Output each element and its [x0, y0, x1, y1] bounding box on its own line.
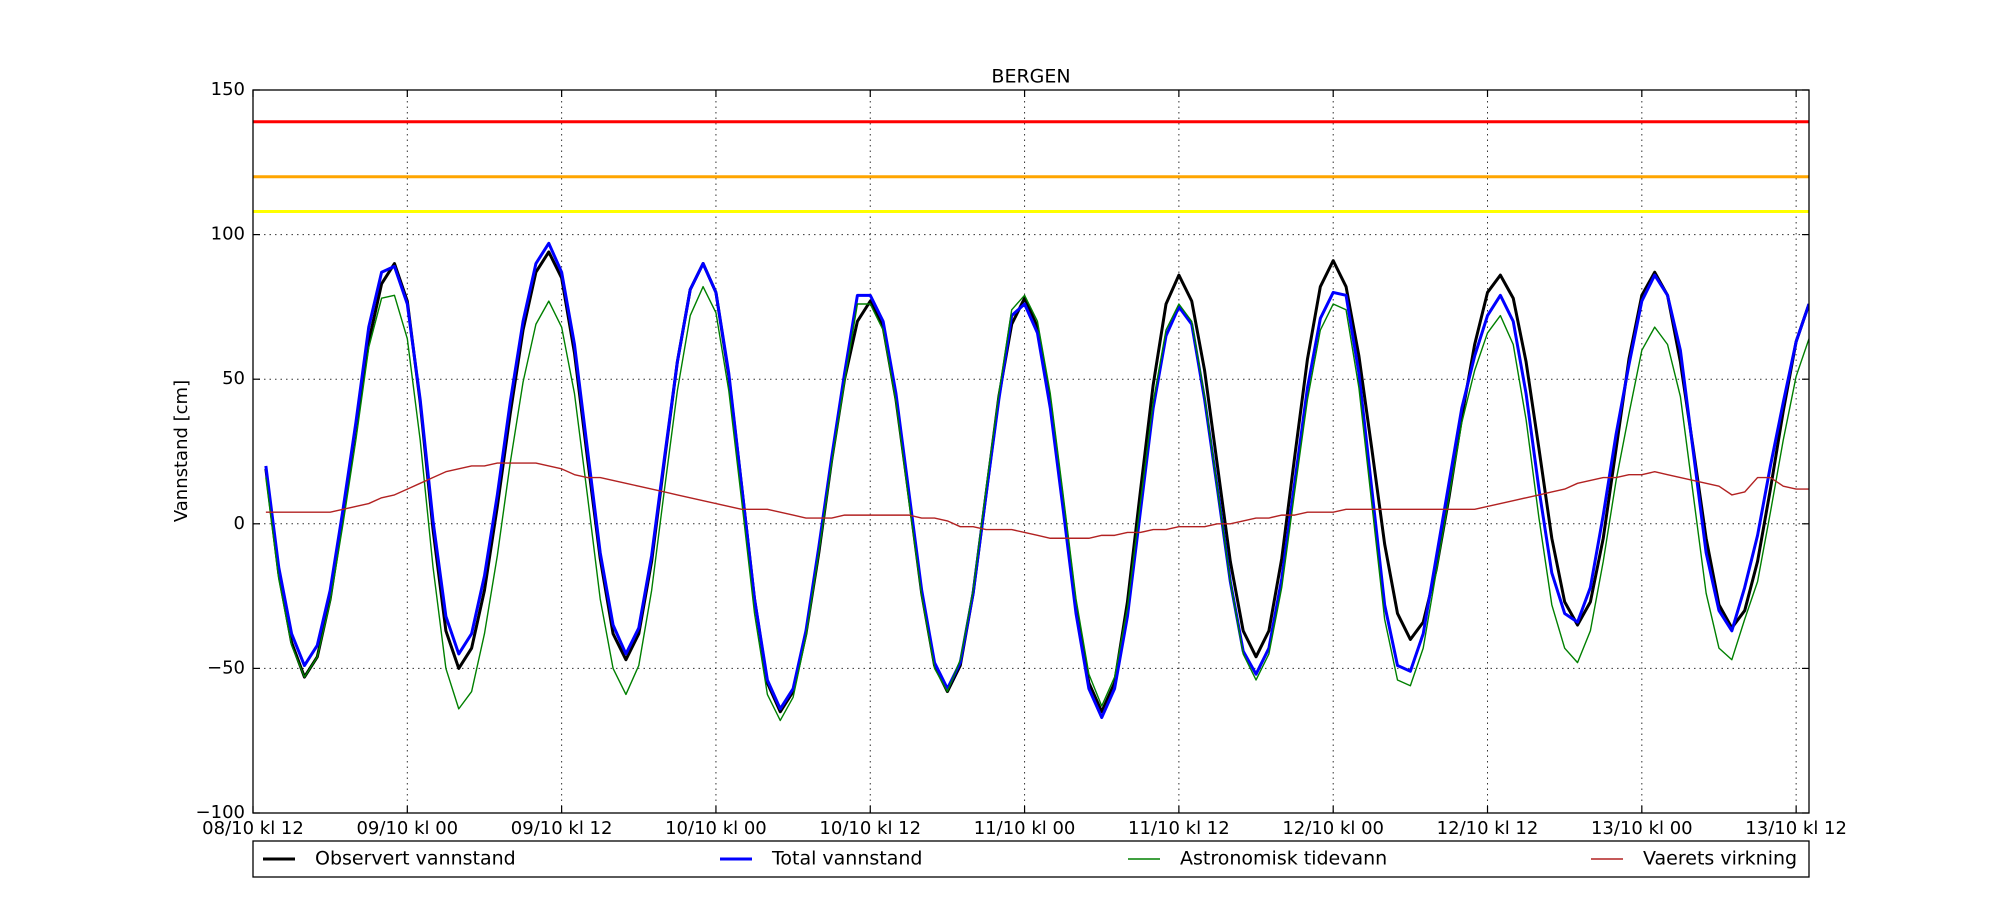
legend-box [252, 840, 1810, 878]
plot-frame [252, 89, 1810, 814]
y-tick-label: 50 [222, 368, 245, 389]
legend-label: Total vannstand [771, 848, 922, 870]
x-tick-label: 10/10 kl 12 [819, 818, 921, 839]
x-tick-label: 09/10 kl 12 [511, 818, 613, 839]
legend-label: Observert vannstand [315, 848, 516, 870]
x-tick-label: 11/10 kl 12 [1128, 818, 1230, 839]
x-tick-label: 12/10 kl 00 [1282, 818, 1384, 839]
x-tick-label: 11/10 kl 00 [974, 818, 1076, 839]
legend-label: Vaerets virkning [1643, 848, 1797, 870]
y-axis-label: Vannstand [cm] [171, 380, 192, 522]
y-tick-label: −50 [207, 657, 245, 678]
y-tick-label: 0 [234, 513, 245, 534]
x-tick-label: 12/10 kl 12 [1437, 818, 1539, 839]
y-tick-label: 100 [211, 224, 245, 245]
x-tick-label: 08/10 kl 12 [202, 818, 304, 839]
legend-label: Astronomisk tidevann [1180, 848, 1387, 870]
x-tick-label: 10/10 kl 00 [665, 818, 767, 839]
series-line [264, 241, 1809, 720]
chart-title: BERGEN [991, 66, 1070, 88]
x-tick-label: 13/10 kl 00 [1591, 818, 1693, 839]
series-line [265, 285, 1809, 722]
y-tick-label: −100 [196, 802, 245, 823]
x-tick-label: 09/10 kl 00 [356, 818, 458, 839]
y-tick-label: 150 [211, 79, 245, 100]
series-line [265, 462, 1809, 539]
x-tick-label: 13/10 kl 12 [1745, 818, 1847, 839]
